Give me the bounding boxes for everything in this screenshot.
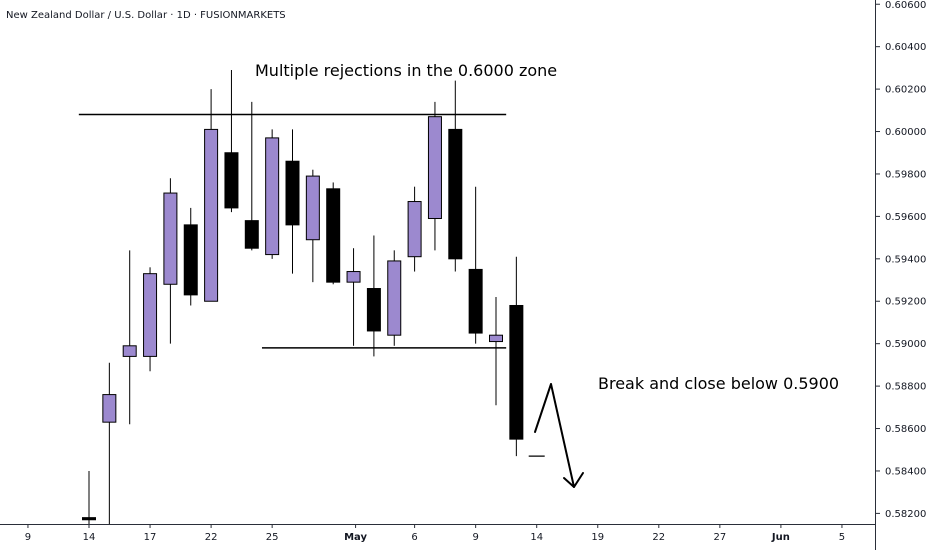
candle: [305, 169, 320, 283]
symbol-title: New Zealand Dollar / U.S. Dollar · 1D · …: [6, 10, 286, 21]
time-tick-label: 17: [144, 532, 157, 543]
candle-body: [387, 260, 402, 336]
price-tick-label: 0.60000: [885, 127, 926, 138]
candle-body: [326, 188, 341, 283]
candle: [122, 250, 137, 425]
time-tick-label: Jun: [771, 532, 790, 543]
candle: [366, 235, 381, 357]
candle-body: [122, 345, 137, 357]
candle: [448, 80, 463, 272]
candle: [285, 129, 300, 274]
candle-body: [244, 220, 259, 249]
candle-body: [285, 160, 300, 226]
annotation-rejections: Multiple rejections in the 0.6000 zone: [255, 61, 557, 80]
price-tick-label: 0.58200: [885, 509, 926, 520]
time-tick-label: 14: [530, 532, 543, 543]
candle-body: [265, 137, 280, 256]
price-tick-label: 0.59200: [885, 297, 926, 308]
candle: [509, 256, 524, 457]
candle-body: [489, 334, 503, 343]
candle: [427, 101, 442, 251]
time-axis[interactable]: 9 14 17 22 25 May 6 9 14 19 22 27 Jun 5: [25, 524, 845, 543]
candle: [183, 207, 198, 306]
candle: [224, 70, 239, 213]
price-tick-label: 0.58400: [885, 466, 926, 477]
candle-body: [407, 201, 422, 258]
time-tick-label: 6: [411, 532, 417, 543]
candle: [82, 470, 96, 524]
candle-body: [366, 288, 381, 332]
price-tick-label: 0.58800: [885, 382, 926, 393]
candles: [82, 70, 545, 524]
down-arrow-icon: [534, 383, 584, 488]
price-tick-label: 0.60600: [885, 0, 926, 11]
candle: [326, 182, 341, 285]
price-tick-label: 0.59000: [885, 339, 926, 350]
time-tick-label: 14: [83, 532, 96, 543]
candle: [346, 248, 361, 346]
candle-body: [143, 273, 158, 357]
candle-body: [102, 394, 117, 423]
candle: [265, 129, 280, 259]
candle: [143, 267, 158, 372]
candle-body: [183, 224, 198, 296]
candle-body: [346, 271, 361, 283]
price-tick-label: 0.58600: [885, 424, 926, 435]
time-tick-label: May: [344, 532, 367, 543]
candle-body: [82, 517, 96, 521]
time-tick-label: 9: [472, 532, 478, 543]
annotation-break: Break and close below 0.5900: [598, 374, 839, 393]
time-tick-label: 5: [839, 532, 845, 543]
candle-body: [163, 192, 178, 285]
price-tick-label: 0.60400: [885, 42, 926, 53]
price-tick-label: 0.59800: [885, 169, 926, 180]
candle: [387, 250, 402, 346]
price-tick-label: 0.59400: [885, 254, 926, 265]
price-tick-label: 0.59600: [885, 212, 926, 223]
candle-body: [468, 268, 483, 334]
time-tick-label: 22: [205, 532, 218, 543]
price-axis[interactable]: 0.60600 0.60400 0.60200 0.60000 0.59800 0.596…: [876, 0, 926, 520]
candle: [468, 186, 483, 344]
candle-body: [224, 152, 239, 209]
time-tick-label: 19: [591, 532, 604, 543]
candle: [489, 297, 503, 406]
candle-body: [305, 175, 320, 241]
time-tick-label: 27: [713, 532, 726, 543]
time-tick-label: 9: [25, 532, 31, 543]
candle: [102, 362, 117, 524]
time-tick-label: 22: [652, 532, 665, 543]
candle-body: [204, 128, 219, 302]
candle: [407, 186, 422, 272]
candle-body: [509, 304, 524, 440]
candle: [204, 89, 219, 302]
candle-body: [448, 128, 463, 260]
candle-body: [427, 116, 442, 220]
candle: [244, 101, 259, 251]
candle: [163, 178, 178, 344]
time-tick-label: 25: [266, 532, 279, 543]
price-tick-label: 0.60200: [885, 85, 926, 96]
